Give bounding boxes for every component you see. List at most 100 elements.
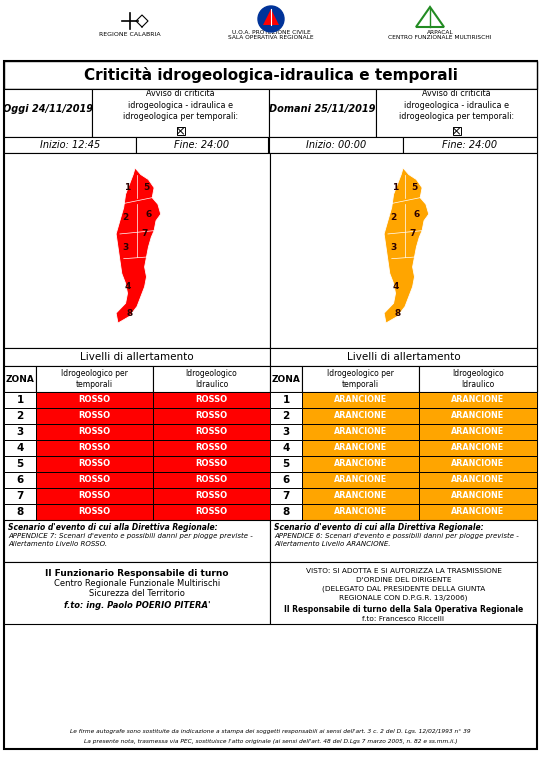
- Text: ARANCIONE: ARANCIONE: [451, 412, 505, 420]
- Text: Scenario d'evento di cui alla Direttiva Regionale:: Scenario d'evento di cui alla Direttiva …: [8, 522, 217, 531]
- Bar: [4, 472, 36, 488]
- Text: REGIONE CALABRIA: REGIONE CALABRIA: [99, 33, 161, 37]
- Bar: [270, 424, 302, 440]
- Text: ARANCIONE: ARANCIONE: [334, 444, 387, 452]
- Bar: [136, 137, 268, 153]
- Text: 3: 3: [282, 427, 289, 437]
- Text: Livelli di allertamento: Livelli di allertamento: [347, 352, 460, 362]
- Text: 4: 4: [124, 282, 131, 291]
- Bar: [4, 456, 36, 472]
- Text: ROSSO: ROSSO: [195, 444, 228, 452]
- Text: ARANCIONE: ARANCIONE: [334, 412, 387, 420]
- Bar: [4, 424, 36, 440]
- Text: ROSSO: ROSSO: [78, 507, 110, 517]
- Text: 3: 3: [16, 427, 24, 437]
- Text: ROSSO: ROSSO: [78, 427, 110, 437]
- Text: ROSSO: ROSSO: [78, 492, 110, 500]
- Bar: [269, 137, 403, 153]
- Bar: [403, 137, 537, 153]
- Text: 6: 6: [282, 475, 289, 485]
- Text: APPENDICE 6: Scenari d'evento e possibili danni per piogge previste -
Allertamen: APPENDICE 6: Scenari d'evento e possibil…: [274, 533, 519, 547]
- Text: Criticità idrogeologica-idraulica e temporali: Criticità idrogeologica-idraulica e temp…: [83, 67, 458, 83]
- Bar: [153, 488, 270, 504]
- Text: Idrogeologico
Idraulico: Idrogeologico Idraulico: [452, 369, 504, 388]
- Text: ROSSO: ROSSO: [195, 492, 228, 500]
- Bar: [4, 504, 36, 520]
- Bar: [302, 488, 419, 504]
- Bar: [36, 424, 153, 440]
- Text: 1: 1: [392, 183, 399, 192]
- Text: ARANCIONE: ARANCIONE: [451, 476, 505, 485]
- Bar: [4, 61, 537, 89]
- Text: ARANCIONE: ARANCIONE: [334, 507, 387, 517]
- Bar: [270, 153, 537, 348]
- Text: U.O.A. PROTEZIONE CIVILE
SALA OPERATIVA REGIONALE: U.O.A. PROTEZIONE CIVILE SALA OPERATIVA …: [228, 30, 314, 40]
- Text: APPENDICE 7: Scenari d'evento e possibili danni per piogge previste -
Allertamen: APPENDICE 7: Scenari d'evento e possibil…: [8, 533, 253, 547]
- Text: 5: 5: [411, 183, 418, 192]
- Circle shape: [258, 6, 284, 32]
- Text: 5: 5: [282, 459, 289, 469]
- Bar: [302, 456, 419, 472]
- Text: ARANCIONE: ARANCIONE: [334, 476, 387, 485]
- Text: ARANCIONE: ARANCIONE: [334, 427, 387, 437]
- Text: 8: 8: [16, 507, 24, 517]
- Text: ROSSO: ROSSO: [195, 427, 228, 437]
- Text: ROSSO: ROSSO: [195, 412, 228, 420]
- Text: Oggi 24/11/2019: Oggi 24/11/2019: [3, 104, 93, 114]
- Text: 8: 8: [394, 308, 400, 318]
- Text: Fine: 24:00: Fine: 24:00: [443, 140, 498, 150]
- Text: Il Funzionario Responsabile di turno: Il Funzionario Responsabile di turno: [45, 569, 229, 577]
- Text: ARANCIONE: ARANCIONE: [451, 444, 505, 452]
- Text: 5: 5: [16, 459, 24, 469]
- Text: ROSSO: ROSSO: [78, 459, 110, 469]
- Bar: [36, 504, 153, 520]
- Bar: [153, 504, 270, 520]
- Text: ARANCIONE: ARANCIONE: [451, 395, 505, 405]
- Text: VISTO: SI ADOTTA E SI AUTORIZZA LA TRASMISSIONE: VISTO: SI ADOTTA E SI AUTORIZZA LA TRASM…: [306, 568, 502, 574]
- Bar: [4, 488, 36, 504]
- Text: 4: 4: [16, 443, 24, 453]
- Text: 7: 7: [282, 491, 289, 501]
- Text: ZONA: ZONA: [5, 375, 35, 384]
- Text: ARANCIONE: ARANCIONE: [334, 459, 387, 469]
- Text: 6: 6: [146, 210, 151, 218]
- Bar: [419, 408, 537, 424]
- Text: 3: 3: [122, 242, 129, 252]
- Bar: [419, 488, 537, 504]
- Bar: [270, 366, 302, 392]
- Bar: [36, 472, 153, 488]
- Bar: [452, 127, 460, 135]
- Text: 3: 3: [391, 242, 397, 252]
- Text: 4: 4: [282, 443, 289, 453]
- Bar: [419, 392, 537, 408]
- Text: 2: 2: [391, 213, 397, 222]
- Bar: [36, 456, 153, 472]
- Polygon shape: [116, 168, 161, 323]
- Bar: [270, 562, 537, 624]
- Bar: [302, 408, 419, 424]
- Text: Fine: 24:00: Fine: 24:00: [174, 140, 229, 150]
- Bar: [270, 520, 537, 562]
- Bar: [270, 348, 537, 366]
- Text: Centro Regionale Funzionale Multirischi: Centro Regionale Funzionale Multirischi: [54, 580, 220, 588]
- Text: f.to: Francesco Riccelli: f.to: Francesco Riccelli: [362, 616, 445, 622]
- Bar: [153, 408, 270, 424]
- Bar: [4, 520, 270, 562]
- Text: ROSSO: ROSSO: [195, 395, 228, 405]
- Text: 8: 8: [126, 308, 133, 318]
- Bar: [4, 89, 92, 137]
- Text: ROSSO: ROSSO: [78, 412, 110, 420]
- Bar: [302, 424, 419, 440]
- Text: ARANCIONE: ARANCIONE: [334, 492, 387, 500]
- Bar: [419, 472, 537, 488]
- Bar: [419, 424, 537, 440]
- Bar: [4, 408, 36, 424]
- Text: La presente nota, trasmessa via PEC, sostituisce l'atto originale (ai sensi dell: La presente nota, trasmessa via PEC, sos…: [84, 738, 457, 744]
- Text: 6: 6: [413, 210, 419, 218]
- Bar: [419, 456, 537, 472]
- Bar: [92, 89, 269, 137]
- Polygon shape: [384, 168, 429, 323]
- Bar: [270, 408, 302, 424]
- Text: 7: 7: [16, 491, 24, 501]
- Text: ROSSO: ROSSO: [78, 476, 110, 485]
